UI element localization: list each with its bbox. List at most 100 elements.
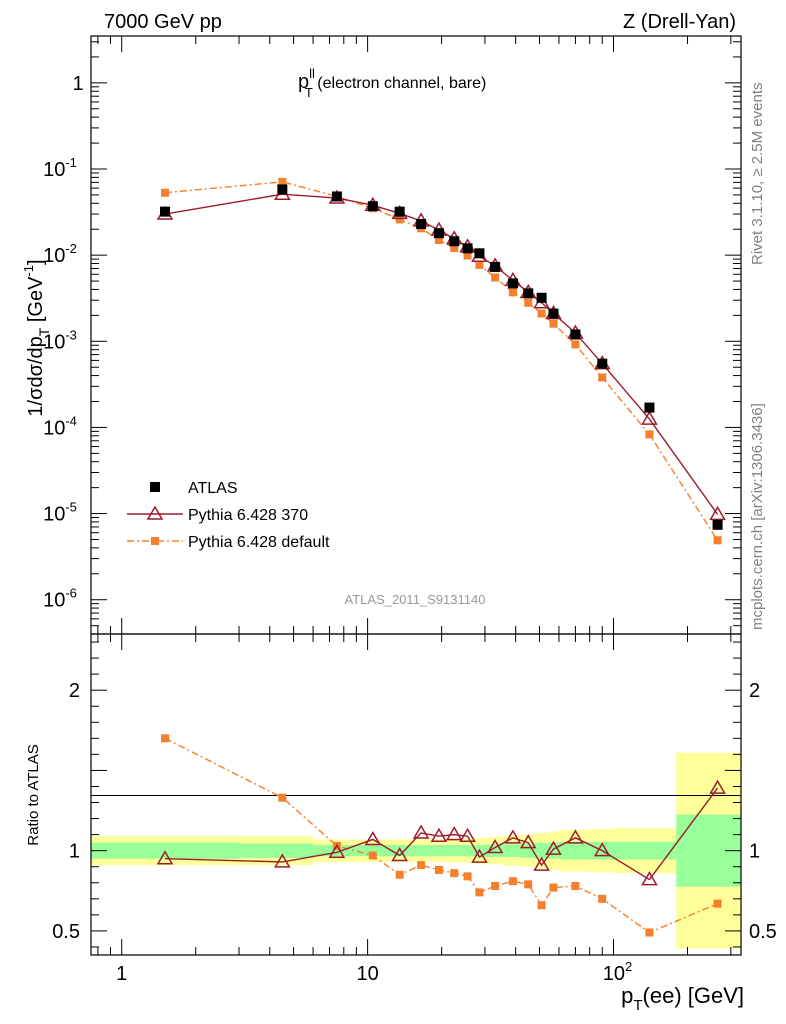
- y-tick-label-main-sup: -2: [65, 241, 77, 256]
- atlas-point: [433, 228, 444, 239]
- legend-atlas-label: ATLAS: [188, 480, 238, 497]
- pythia-6-428-370-ratio-point: [412, 824, 430, 839]
- pythia-6-428-default-point: [571, 340, 580, 349]
- y-axis-label-main: 1/σdσ/dpT [GeV-1]: [21, 259, 52, 416]
- atlas-point: [712, 519, 723, 530]
- atlas-point: [474, 248, 485, 259]
- ratio-bands: [91, 752, 741, 949]
- pythia-6-428-default-ratio-point: [537, 901, 546, 910]
- ratio-band-inner: [410, 845, 431, 857]
- x-tick-label: 10: [356, 963, 378, 985]
- y-tick-label-main-sup: -1: [65, 155, 77, 170]
- atlas-point: [394, 206, 405, 217]
- legend-pythia-6-428-default-marker: [151, 537, 159, 545]
- pythia-6-428-370-ratio-point: [471, 848, 488, 863]
- ratio-band-inner: [535, 842, 548, 859]
- header-left: 7000 GeV pp: [104, 11, 222, 33]
- atlas-point: [160, 206, 171, 217]
- y-tick-label-ratio-left-base: 1: [69, 841, 80, 863]
- y-tick-label-main-base: 1: [72, 73, 83, 95]
- ratio-band-inner: [461, 845, 474, 857]
- pythia-6-428-370-ratio-point: [445, 826, 463, 841]
- pythia-6-428-370-ratio-point: [533, 856, 550, 871]
- pythia-6-428-370-point: [709, 505, 726, 521]
- pythia-6-428-default-point: [598, 373, 607, 382]
- ratio-panel-frame: [90, 633, 742, 956]
- atlas-point: [548, 308, 559, 319]
- atlas-point: [462, 243, 473, 254]
- pythia-6-428-370-ratio-point: [641, 871, 658, 886]
- ratio-band-inner: [430, 845, 447, 857]
- pythia-6-428-default-ratio-point: [434, 865, 443, 874]
- y-tick-label-ratio-left-base: 2: [69, 680, 80, 702]
- y-tick-label-ratio-left: 0.5: [52, 921, 80, 943]
- atlas-point: [490, 261, 501, 272]
- xlabel-a: p: [621, 983, 633, 1008]
- pythia-6-428-default-ratio-point: [549, 883, 558, 892]
- pythia-6-428-default-point: [278, 177, 287, 186]
- pythia-6-428-default-ratio-point: [508, 877, 517, 886]
- y-tick-label-ratio-right-base: 0.5: [749, 921, 777, 943]
- y-tick-label-main: 10-3: [43, 327, 77, 353]
- atlas-point: [331, 191, 342, 202]
- atlas-point: [277, 184, 288, 195]
- y-tick-label-main-base: 10: [43, 504, 65, 526]
- pythia-6-428-370-ratio-point: [391, 847, 408, 862]
- y-tick-label-ratio-right: 0.5: [749, 921, 777, 943]
- pythia-6-428-default-ratio-point: [491, 881, 500, 890]
- pythia-6-428-370-ratio-point: [567, 829, 584, 844]
- atlas-point: [507, 278, 518, 289]
- y-tick-label-main-sup: -4: [65, 413, 77, 428]
- header-right: Z (Drell-Yan): [623, 11, 736, 33]
- pythia-6-428-default-point: [491, 273, 500, 282]
- ratio-series: [156, 734, 726, 937]
- pythia-6-428-default-ratio-point: [645, 928, 654, 937]
- ylabel-main-a: 1/σdσ/dp: [25, 336, 47, 416]
- y-tick-label-ratio-left-base: 0.5: [52, 921, 80, 943]
- pythia-6-428-default-ratio-point: [417, 861, 426, 870]
- atlas-point: [644, 402, 655, 413]
- atlas-point: [597, 358, 608, 369]
- main-series: [156, 177, 726, 545]
- pythia-6-428-370-ratio-point: [274, 853, 291, 868]
- legend-pythia-6-428-370-label: Pythia 6.428 370: [188, 507, 308, 524]
- x-tick-label-base: 1: [116, 963, 127, 985]
- xlabel-b: (ee) [GeV]: [643, 983, 744, 1008]
- pythia-6-428-370-ratio-point: [156, 850, 174, 865]
- atlas-point: [449, 236, 460, 247]
- pythia-6-428-default-ratio-point: [395, 870, 404, 879]
- pythia-6-428-default-point: [713, 536, 722, 545]
- y-tick-label-ratio-left: 2: [69, 680, 80, 702]
- y-tick-label-main-base: 10: [43, 331, 65, 353]
- ratio-band-inner: [613, 841, 677, 860]
- pythia-6-428-370-ratio-point: [519, 834, 537, 849]
- x-tick-label-sup: 2: [625, 959, 632, 974]
- side-note-rivet: Rivet 3.1.10, ≥ 2.5M events: [749, 83, 766, 266]
- y-tick-label-ratio-right: 2: [749, 680, 760, 702]
- pythia-6-428-370-ratio-point: [545, 840, 562, 855]
- atlas-point: [536, 292, 547, 303]
- ratio-band-inner: [446, 845, 462, 857]
- pythia-6-428-default-point: [463, 251, 472, 260]
- y-tick-label-main: 10-6: [43, 586, 77, 612]
- plot-title-rest: (electron channel, bare): [313, 75, 486, 92]
- pythia-6-428-default-point: [161, 188, 170, 197]
- y-tick-label-main-base: 10: [43, 159, 65, 181]
- ylabel-main-sub: T: [36, 327, 52, 336]
- y-tick-label-main: 10-2: [43, 241, 77, 267]
- pythia-6-428-default-ratio-point: [368, 851, 377, 860]
- ylabel-main-c: ]: [25, 259, 47, 265]
- pythia-6-428-370-point: [641, 410, 658, 425]
- ylabel-main-b: [GeV: [25, 276, 47, 328]
- x-tick-label-base: 10: [603, 963, 625, 985]
- analysis-id: ATLAS_2011_S9131140: [345, 592, 486, 607]
- pythia-6-428-370-ratio-point: [328, 843, 346, 859]
- pythia-6-428-default-point: [450, 244, 459, 253]
- pythia-6-428-default-point: [549, 319, 558, 328]
- pythia-6-428-370-ratio-point: [430, 827, 448, 842]
- ratio-band-inner: [547, 842, 559, 859]
- pythia-6-428-default-point: [508, 288, 517, 297]
- pythia-6-428-default-point: [524, 298, 533, 307]
